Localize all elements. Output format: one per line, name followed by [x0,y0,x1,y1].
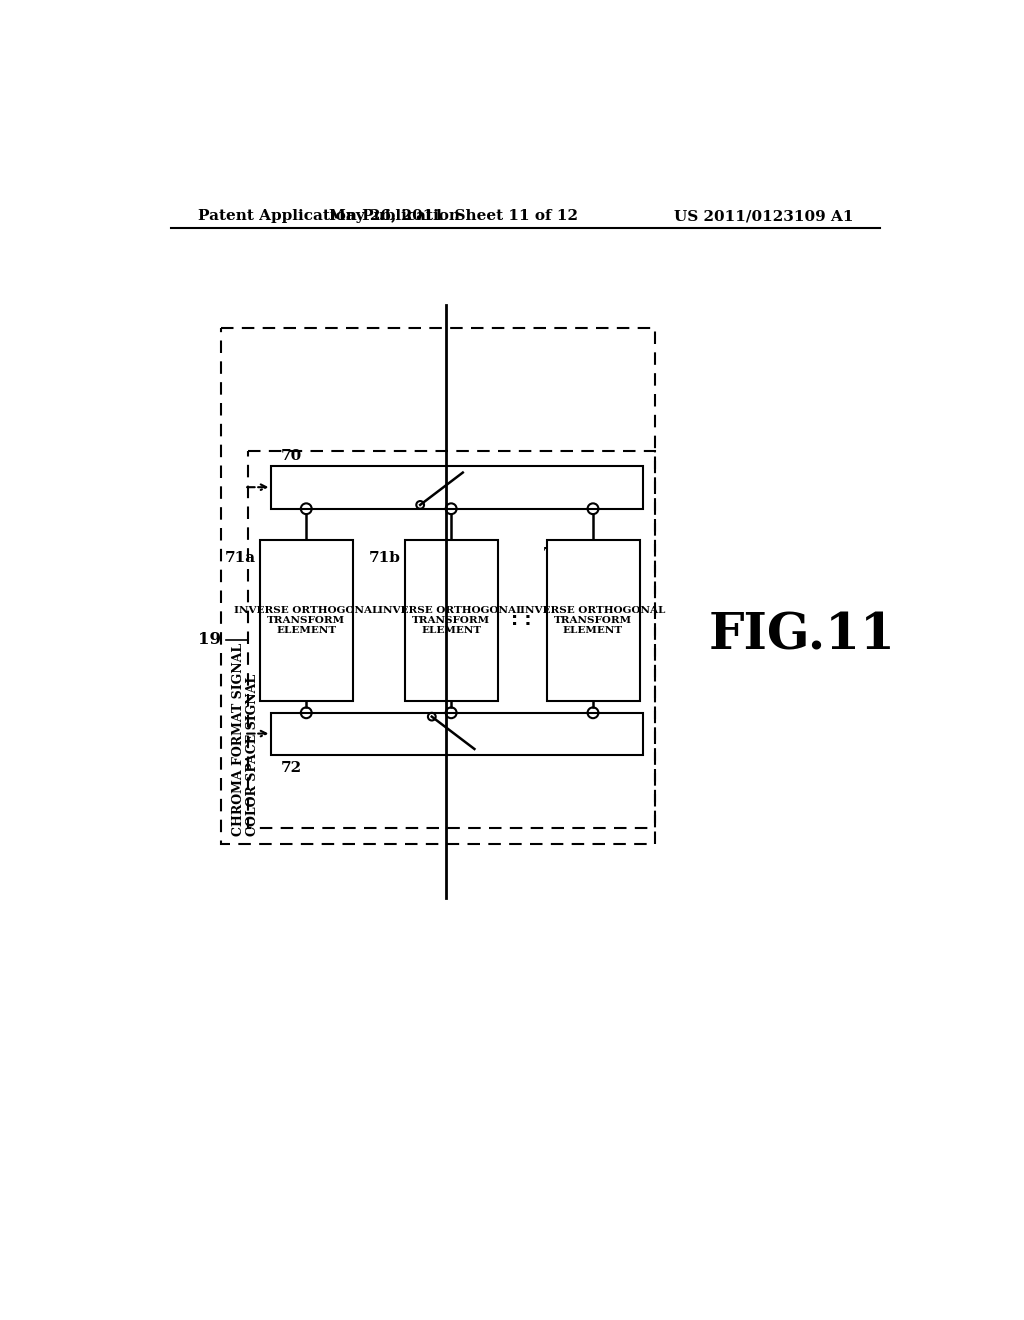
Bar [221,327,655,843]
Text: 71b: 71b [369,552,400,565]
Bar [547,540,640,701]
Text: FIG.11: FIG.11 [709,611,896,660]
Text: INVERSE ORTHOGONAL
TRANSFORM
ELEMENT: INVERSE ORTHOGONAL TRANSFORM ELEMENT [379,606,524,635]
Text: : :: : : [511,611,531,630]
Text: 71c: 71c [543,548,570,561]
Text: May 26, 2011  Sheet 11 of 12: May 26, 2011 Sheet 11 of 12 [329,209,578,223]
Text: COLOR SPACE SIGNAL: COLOR SPACE SIGNAL [246,675,258,836]
Text: 71a: 71a [224,552,256,565]
Bar [248,451,655,829]
Text: 70: 70 [281,449,302,462]
Bar [271,466,643,508]
Text: 72: 72 [281,762,302,775]
Bar [260,540,352,701]
Text: Patent Application Publication: Patent Application Publication [198,209,460,223]
Text: 19: 19 [198,631,221,648]
Text: INVERSE ORTHOGONAL
TRANSFORM
ELEMENT: INVERSE ORTHOGONAL TRANSFORM ELEMENT [520,606,666,635]
Text: INVERSE ORTHOGONAL
TRANSFORM
ELEMENT: INVERSE ORTHOGONAL TRANSFORM ELEMENT [233,606,379,635]
Bar [404,540,498,701]
Text: CHROMA FORMAT SIGNAL: CHROMA FORMAT SIGNAL [231,643,245,836]
Text: US 2011/0123109 A1: US 2011/0123109 A1 [674,209,853,223]
Bar [271,713,643,755]
